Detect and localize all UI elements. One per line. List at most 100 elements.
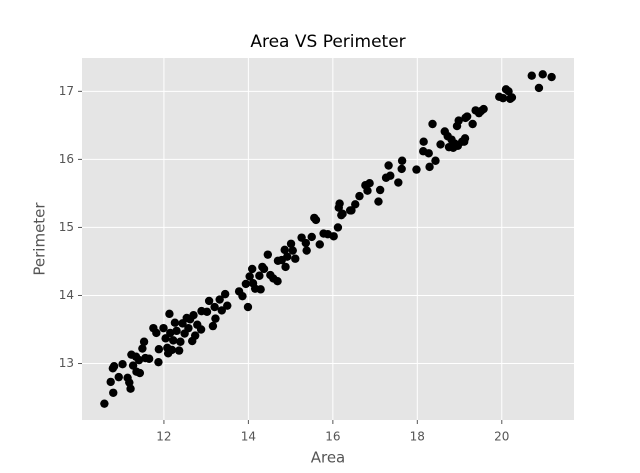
point xyxy=(302,246,311,255)
point xyxy=(210,302,219,312)
point xyxy=(128,361,138,370)
point xyxy=(315,240,324,249)
point xyxy=(311,215,321,225)
point xyxy=(154,357,163,367)
point xyxy=(436,140,445,149)
point xyxy=(241,279,251,289)
point xyxy=(172,326,181,336)
point xyxy=(397,156,407,165)
point xyxy=(347,206,356,215)
point xyxy=(100,399,109,408)
point xyxy=(428,119,437,129)
point xyxy=(166,328,175,338)
point xyxy=(498,93,508,103)
point xyxy=(335,199,344,208)
point xyxy=(307,232,316,242)
x-tick-label: 16 xyxy=(325,430,340,444)
point xyxy=(256,285,265,294)
point xyxy=(144,354,154,363)
point xyxy=(329,232,338,241)
x-tick-label: 12 xyxy=(156,430,171,444)
point xyxy=(169,336,178,345)
point xyxy=(333,223,343,232)
point xyxy=(288,246,297,255)
y-tick-label: 14 xyxy=(59,288,74,302)
x-tick-label: 14 xyxy=(241,430,256,444)
chart-title: Area VS Perimeter xyxy=(250,32,405,52)
point xyxy=(394,178,403,187)
point xyxy=(189,311,198,320)
point xyxy=(263,250,273,259)
point xyxy=(454,116,463,125)
point xyxy=(106,377,115,387)
point xyxy=(238,291,247,301)
point xyxy=(527,71,536,80)
point xyxy=(135,368,145,378)
point xyxy=(534,83,544,93)
point xyxy=(386,171,395,180)
point xyxy=(460,134,470,143)
point xyxy=(425,162,434,172)
point xyxy=(424,149,433,158)
point xyxy=(159,323,168,333)
point xyxy=(384,161,393,170)
point xyxy=(301,238,311,248)
y-tick-label: 15 xyxy=(59,220,74,234)
point xyxy=(118,360,127,369)
point xyxy=(365,179,374,188)
point xyxy=(280,245,289,255)
point xyxy=(152,328,161,338)
point xyxy=(504,87,513,96)
point xyxy=(479,104,488,114)
point xyxy=(190,331,200,340)
point xyxy=(273,276,282,286)
y-tick-label: 13 xyxy=(59,356,74,370)
point xyxy=(134,355,144,365)
point xyxy=(126,384,135,393)
point xyxy=(220,289,230,299)
point xyxy=(286,239,296,248)
point xyxy=(412,165,421,174)
point xyxy=(174,346,184,355)
point xyxy=(283,252,292,261)
point xyxy=(202,307,212,317)
point xyxy=(215,295,224,304)
point xyxy=(243,302,253,312)
point xyxy=(165,309,174,319)
point xyxy=(338,209,347,219)
point xyxy=(375,185,385,195)
point xyxy=(355,191,364,201)
point xyxy=(154,345,164,354)
point xyxy=(291,254,300,263)
point xyxy=(245,272,254,281)
plot-area xyxy=(82,58,574,420)
point xyxy=(211,314,220,323)
point xyxy=(538,70,547,79)
point xyxy=(208,321,218,331)
point xyxy=(281,262,290,272)
point xyxy=(431,156,440,165)
point xyxy=(196,325,206,334)
x-tick-label: 20 xyxy=(494,430,509,444)
point xyxy=(397,164,406,174)
y-axis-label: Perimeter xyxy=(31,202,49,276)
point xyxy=(217,306,226,315)
x-tick-label: 18 xyxy=(410,430,425,444)
point xyxy=(468,119,477,129)
point xyxy=(247,264,257,274)
point xyxy=(161,334,170,343)
point xyxy=(167,345,177,355)
point xyxy=(363,186,372,195)
point xyxy=(139,337,149,346)
point xyxy=(547,72,556,82)
point xyxy=(255,271,264,280)
point xyxy=(462,112,472,121)
point xyxy=(374,197,383,206)
y-tick-label: 16 xyxy=(59,152,74,166)
point xyxy=(507,93,517,102)
point xyxy=(109,388,118,397)
point xyxy=(351,200,360,209)
point xyxy=(223,301,232,310)
x-axis-label: Area xyxy=(311,449,346,467)
